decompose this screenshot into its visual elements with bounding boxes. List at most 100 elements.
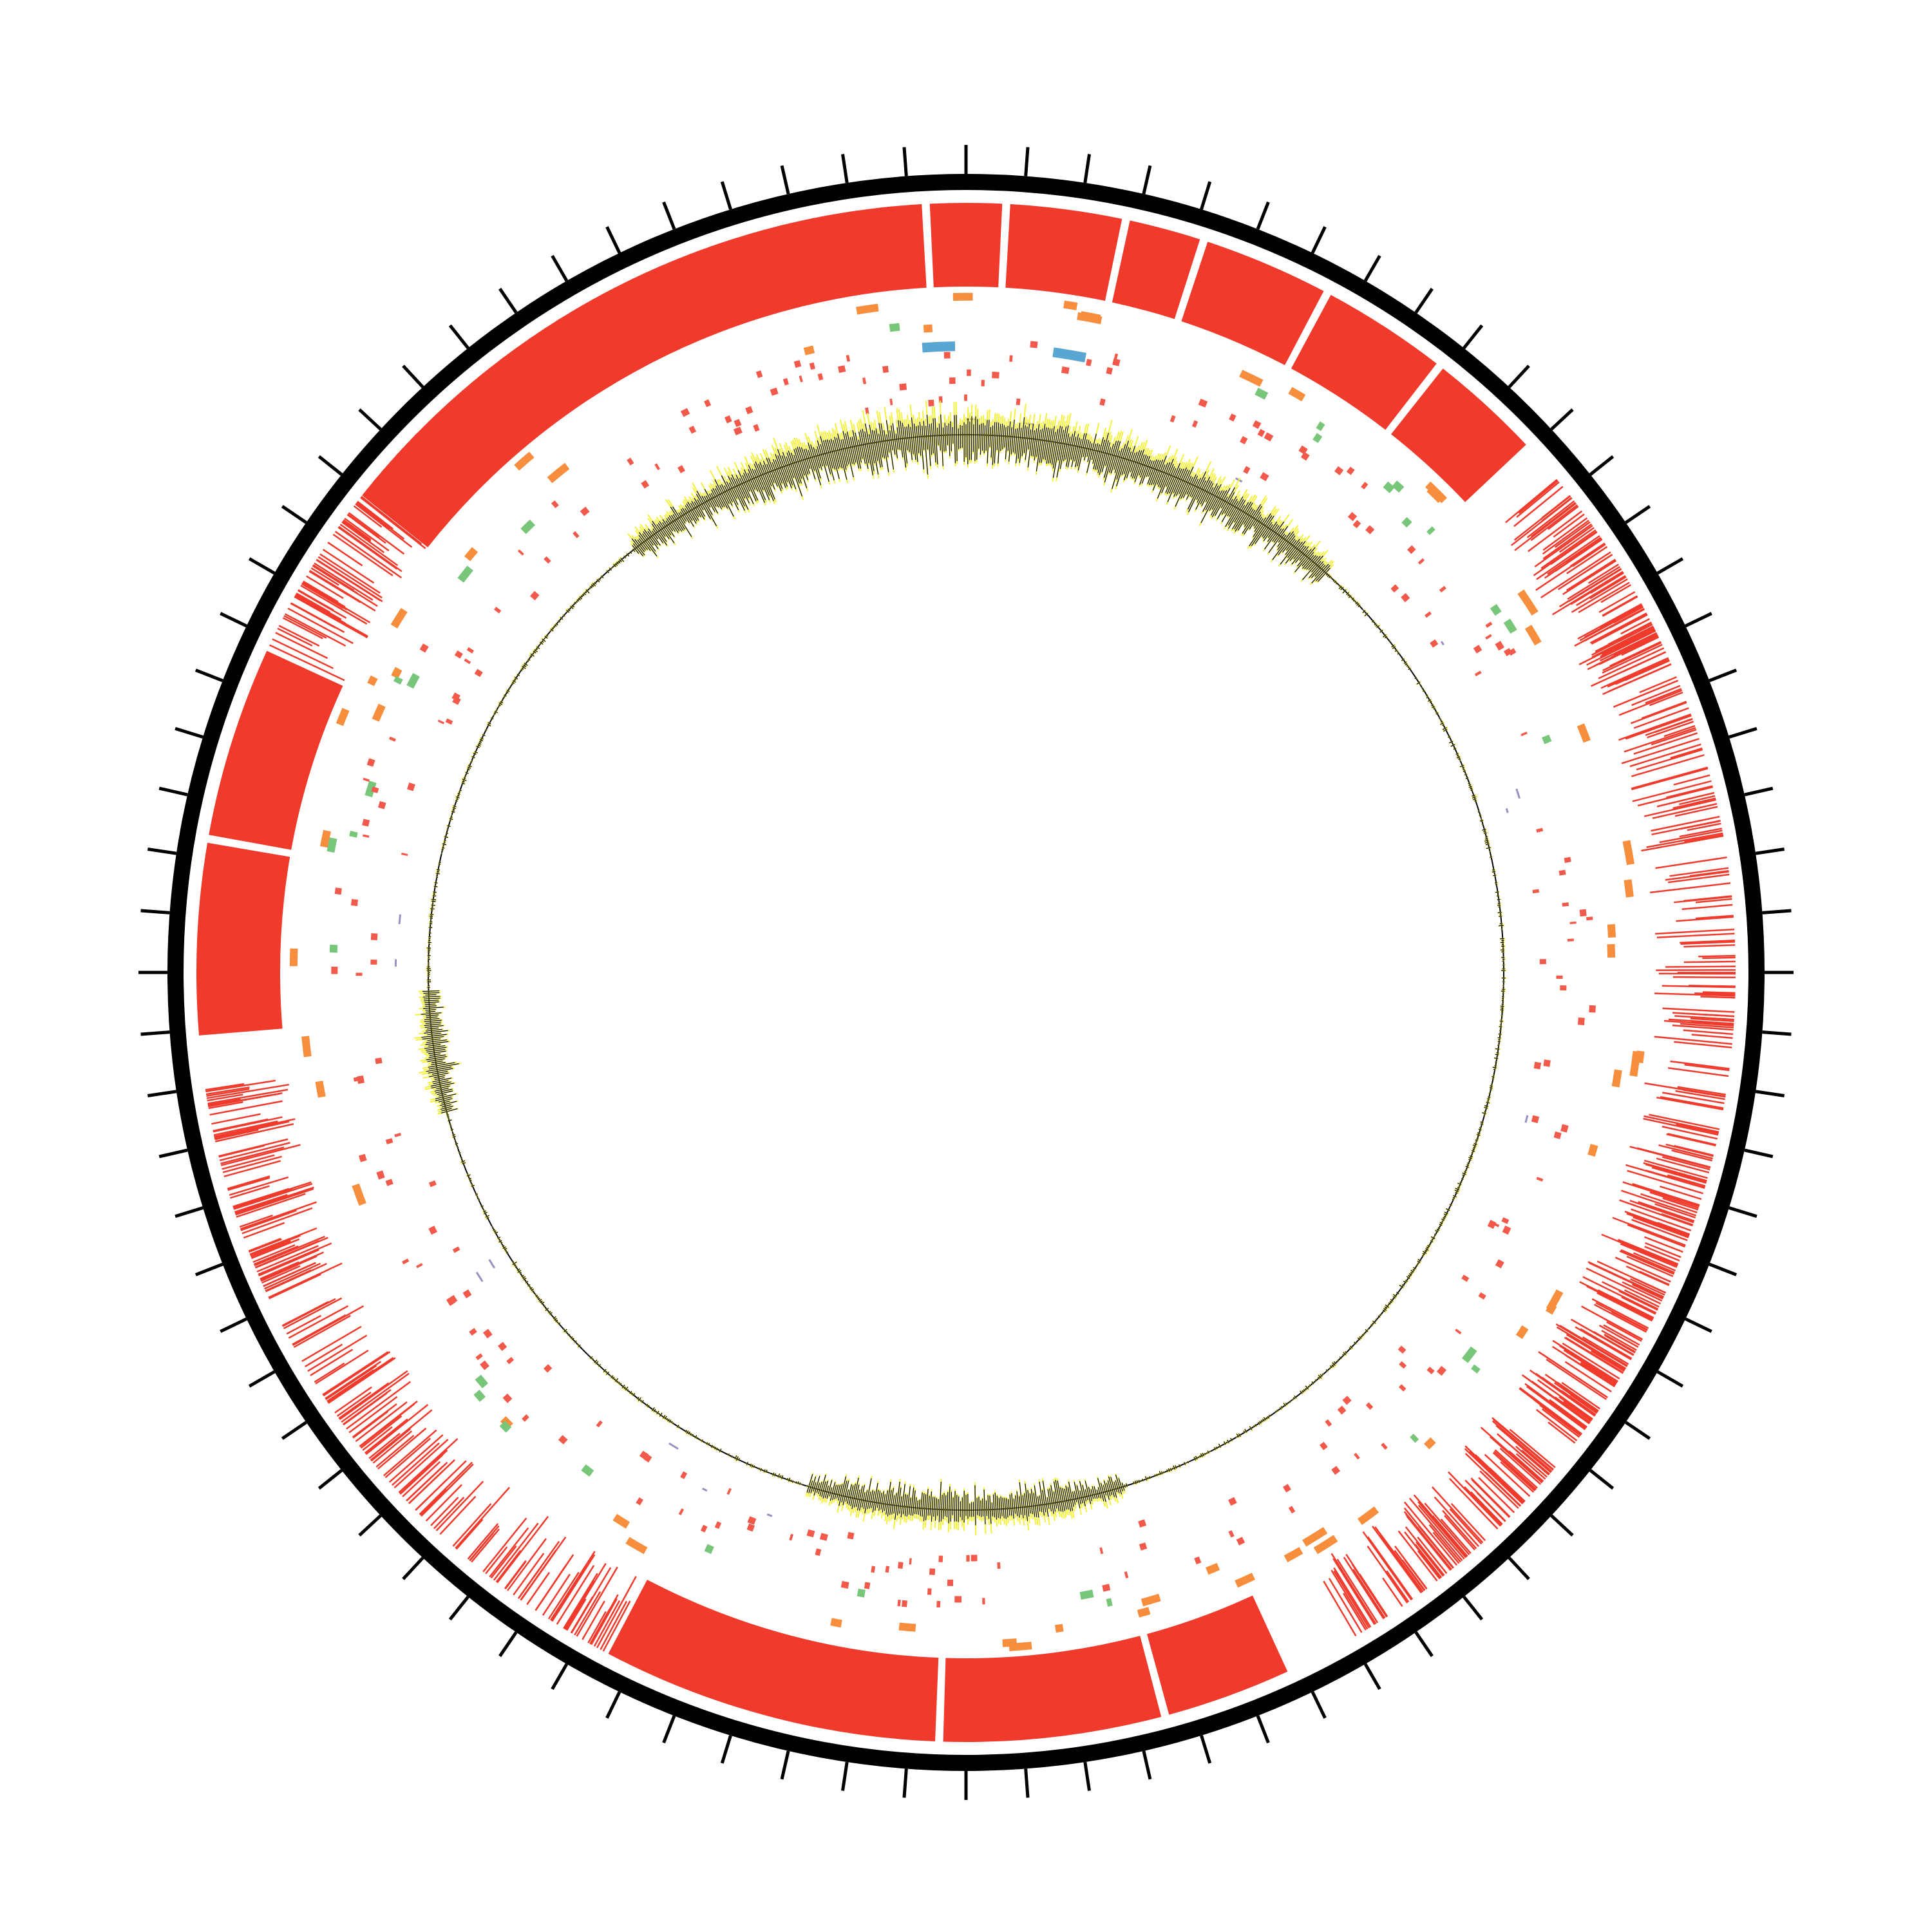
signal-spike	[422, 1007, 444, 1009]
density-line	[453, 397, 502, 451]
signal-spike	[1452, 1197, 1455, 1199]
signal-spike	[501, 699, 504, 701]
red-small-feature	[1501, 1217, 1510, 1224]
density-line	[1695, 898, 1732, 904]
signal-spike	[830, 439, 839, 469]
density-line	[565, 1563, 607, 1631]
density-line	[370, 484, 406, 514]
signal-spike	[585, 589, 590, 594]
signal-spike	[545, 634, 549, 637]
density-line	[570, 311, 605, 367]
density-line	[1536, 535, 1600, 580]
signal-spike	[515, 677, 518, 679]
signal-spike	[421, 1012, 442, 1015]
signal-spike	[558, 1322, 561, 1325]
signal-spike	[992, 1494, 995, 1518]
red-small-feature	[452, 1246, 460, 1253]
density-line	[1432, 1531, 1460, 1564]
signal-spike	[571, 1338, 574, 1340]
signal-spike	[781, 1475, 784, 1479]
density-line	[639, 274, 673, 344]
signal-spike	[813, 1482, 817, 1492]
signal-spike	[1050, 431, 1056, 464]
red-small-feature	[1016, 398, 1021, 406]
red-small-feature	[1556, 975, 1563, 979]
signal-spike	[513, 680, 516, 683]
signal-spike	[577, 1343, 579, 1346]
density-line	[804, 219, 814, 255]
signal-spike	[822, 1481, 829, 1499]
ideogram-tick	[281, 1421, 307, 1440]
signal-spike	[916, 426, 920, 453]
signal-spike	[766, 464, 775, 484]
red-small-feature	[997, 1562, 1001, 1569]
signal-spike	[1110, 1477, 1117, 1498]
red-small-feature	[371, 786, 379, 793]
red-small-feature	[573, 531, 580, 538]
signal-spike	[1196, 480, 1207, 500]
signal-spike	[1153, 459, 1164, 485]
green-feature	[327, 837, 337, 853]
green-feature	[1471, 1364, 1481, 1374]
signal-spike	[719, 484, 730, 504]
density-line	[1676, 916, 1734, 922]
density-line	[1683, 1089, 1726, 1098]
red-small-feature	[1061, 366, 1070, 374]
signal-spike	[737, 470, 754, 504]
signal-spike	[491, 1226, 493, 1227]
signal-spike	[1456, 756, 1461, 759]
signal-spike	[743, 473, 757, 502]
signal-spike	[476, 1195, 478, 1197]
signal-spike	[1356, 603, 1359, 606]
orange-feature	[1546, 1289, 1564, 1312]
signal-spike	[1393, 1294, 1397, 1298]
density-line	[220, 1146, 285, 1165]
density-line	[535, 1564, 567, 1611]
signal-spike	[797, 1481, 799, 1484]
signal-spike	[1087, 443, 1093, 462]
signal-spike	[923, 421, 929, 475]
signal-spike	[1211, 490, 1223, 510]
signal-spike	[428, 1044, 441, 1047]
density-line	[1613, 633, 1658, 656]
signal-spike	[1243, 509, 1254, 525]
red-small-feature	[680, 1471, 688, 1479]
density-line	[1492, 1420, 1553, 1472]
signal-spike	[786, 1477, 789, 1481]
signal-spike	[1000, 423, 1003, 451]
signal-spike	[536, 646, 540, 649]
density-line	[1626, 1255, 1674, 1278]
signal-spike	[428, 1068, 453, 1074]
signal-spike	[893, 1493, 897, 1514]
red-small-feature	[1495, 1259, 1504, 1269]
signal-spike	[482, 734, 486, 737]
signal-spike	[426, 1066, 452, 1072]
signal-spike	[1457, 1186, 1460, 1189]
density-line	[1464, 1453, 1521, 1507]
signal-spike	[1070, 437, 1077, 460]
red-small-feature	[909, 1558, 912, 1565]
density-line	[560, 317, 582, 352]
red-small-feature	[1260, 472, 1269, 482]
signal-spike	[1426, 696, 1429, 699]
density-block	[1181, 242, 1324, 366]
density-line	[1659, 829, 1723, 844]
density-line	[1564, 1354, 1615, 1388]
signal-spike	[659, 521, 675, 544]
signal-spike	[637, 1397, 639, 1400]
signal-spike	[815, 449, 822, 470]
signal-spike	[896, 427, 901, 450]
density-line	[263, 1262, 316, 1287]
signal-spike	[817, 446, 824, 466]
signal-spike	[889, 430, 893, 450]
density-line	[513, 348, 554, 404]
density-line	[1414, 1544, 1443, 1578]
density-line	[283, 1297, 343, 1329]
ideogram-tick	[1363, 254, 1381, 282]
signal-spike	[711, 489, 723, 510]
signal-spike	[1311, 561, 1321, 573]
green-feature	[1383, 481, 1395, 493]
signal-spike	[1025, 424, 1030, 460]
density-line	[1571, 578, 1628, 613]
red-small-feature	[1124, 1571, 1129, 1578]
